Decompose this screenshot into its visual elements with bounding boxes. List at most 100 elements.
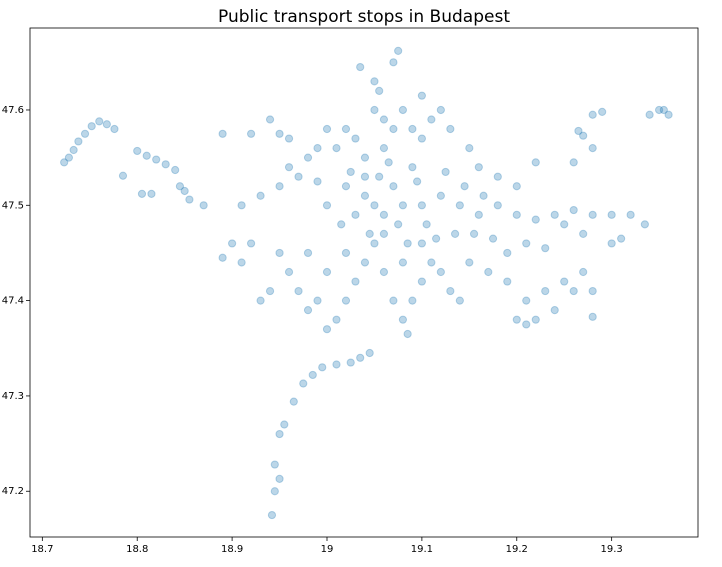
stop-point <box>588 110 597 119</box>
stop-point <box>341 296 351 305</box>
x-tick-label: 19.2 <box>506 544 528 555</box>
stop-point <box>379 144 389 153</box>
stop-point <box>488 234 498 243</box>
y-tick-label: 47.5 <box>2 200 24 211</box>
stop-point <box>322 124 332 134</box>
stop-point <box>294 172 303 181</box>
stop-point <box>598 107 607 116</box>
stop-point <box>171 165 180 175</box>
stop-point <box>284 163 294 172</box>
stop-point <box>389 124 398 134</box>
stop-point <box>270 487 279 496</box>
stop-point <box>265 115 275 124</box>
stop-point <box>417 134 426 143</box>
stop-point <box>417 277 426 286</box>
stop-point <box>479 191 488 200</box>
stop-point <box>275 129 284 138</box>
stop-point <box>351 210 360 219</box>
x-tick-label: 18.7 <box>31 544 53 555</box>
stop-point <box>322 267 332 277</box>
stop-point <box>303 153 313 162</box>
stop-point <box>142 151 151 160</box>
stop-point <box>360 191 370 200</box>
stop-point <box>322 325 332 334</box>
plot-frame <box>29 27 699 538</box>
x-tick-label: 18.9 <box>221 544 243 555</box>
stop-point <box>360 153 370 162</box>
stop-point <box>275 182 284 191</box>
stop-point <box>313 296 322 305</box>
stop-point <box>574 126 583 136</box>
stop-point <box>436 191 445 200</box>
stop-point <box>394 46 403 55</box>
stop-point <box>398 105 408 115</box>
stop-point <box>346 358 355 367</box>
stop-point <box>465 144 474 153</box>
y-tick-label: 47.4 <box>2 296 24 307</box>
stop-point <box>436 105 445 115</box>
stop-point <box>370 201 379 210</box>
stop-point <box>360 172 370 181</box>
stop-point <box>102 120 111 129</box>
y-tick-label: 47.6 <box>2 105 24 116</box>
stop-point <box>341 248 351 258</box>
stop-point <box>365 229 374 238</box>
stop-point <box>280 420 289 429</box>
stop-point <box>654 105 664 115</box>
stop-point <box>484 267 493 277</box>
stop-point <box>531 215 540 224</box>
stop-point <box>313 177 322 186</box>
stop-point <box>474 210 483 219</box>
stop-point <box>607 239 616 248</box>
stop-point <box>541 286 550 296</box>
stop-point <box>218 129 227 138</box>
stop-point <box>341 124 351 134</box>
stop-point <box>579 267 588 277</box>
stop-point <box>379 115 389 124</box>
stop-point <box>303 306 313 315</box>
stop-point <box>60 158 69 167</box>
stop-point <box>275 429 284 439</box>
stop-point <box>398 258 408 267</box>
stop-point <box>351 277 360 286</box>
stop-point <box>228 239 237 248</box>
stop-point <box>427 115 436 124</box>
stop-point <box>493 201 502 210</box>
stop-point <box>275 248 284 258</box>
stop-point <box>370 105 379 115</box>
stop-point <box>389 296 398 305</box>
stop-point <box>550 210 559 219</box>
stop-point <box>403 329 412 339</box>
stop-point <box>569 286 578 296</box>
stop-point <box>389 58 398 67</box>
stop-point <box>403 239 412 248</box>
stop-point <box>175 182 185 191</box>
stop-point <box>133 146 142 156</box>
stop-point <box>588 144 597 153</box>
stop-point <box>522 239 531 248</box>
stop-point <box>522 296 531 305</box>
stop-point <box>503 277 512 286</box>
stop-point <box>356 62 365 72</box>
stop-point <box>379 267 389 277</box>
stop-point <box>275 474 284 483</box>
stop-point <box>465 258 474 267</box>
stop-point <box>284 134 294 143</box>
stop-point <box>360 258 370 267</box>
stop-point <box>579 131 588 140</box>
stop-point <box>664 110 673 119</box>
stop-point <box>313 144 322 153</box>
stop-point <box>455 201 464 210</box>
stop-point <box>436 267 445 277</box>
stop-point <box>450 229 460 238</box>
stop-point <box>413 177 422 186</box>
stop-point <box>265 286 275 296</box>
stop-point <box>370 239 379 248</box>
stop-point <box>332 315 341 324</box>
stop-point <box>408 296 417 305</box>
stop-point <box>640 220 649 229</box>
stop-point <box>531 158 540 167</box>
stop-point <box>569 158 578 167</box>
stop-point <box>147 189 156 198</box>
